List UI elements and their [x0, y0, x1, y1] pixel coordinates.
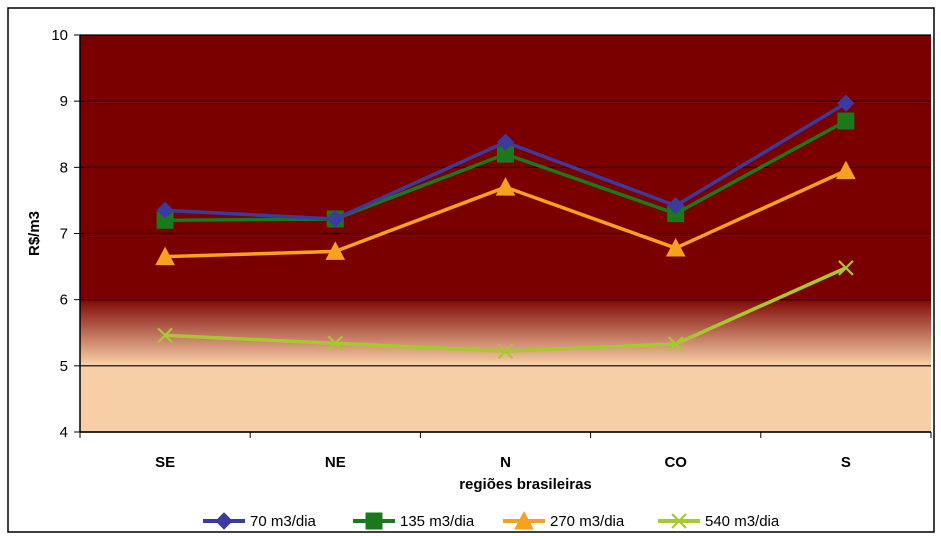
y-axis-title: R$/m3 — [26, 211, 43, 256]
legend-item: 70 m3/dia — [203, 512, 317, 530]
legend-marker — [514, 510, 534, 530]
data-point — [327, 335, 344, 352]
data-point — [326, 210, 345, 228]
x-tick-label: CO — [664, 454, 687, 471]
y-tick-label: 7 — [60, 226, 68, 243]
data-point — [666, 197, 685, 215]
data-point — [838, 260, 854, 276]
data-point — [155, 246, 175, 266]
y-tick-label: 4 — [60, 424, 68, 441]
y-tick-label: 5 — [60, 358, 68, 375]
series-270-m3-dia — [155, 160, 856, 266]
legend-label: 135 m3/dia — [400, 513, 475, 530]
data-point — [837, 112, 855, 130]
y-tick-label: 9 — [60, 93, 68, 110]
legend: 70 m3/dia 135 m3/dia 270 m3/dia 540 m3/dia — [203, 510, 780, 530]
data-point — [836, 160, 856, 180]
legend-item: 270 m3/dia — [503, 510, 625, 530]
y-tick-label: 8 — [60, 159, 68, 176]
y-tick-label: 10 — [51, 27, 68, 44]
legend-item: 135 m3/dia — [353, 512, 475, 530]
legend-marker — [671, 513, 687, 529]
legend-label: 540 m3/dia — [705, 513, 780, 530]
legend-marker — [365, 512, 383, 530]
legend-label: 270 m3/dia — [550, 513, 625, 530]
data-point — [325, 241, 346, 260]
x-tick-label: SE — [155, 454, 175, 471]
legend-label: 70 m3/dia — [250, 513, 317, 530]
x-tick-label: S — [841, 454, 851, 471]
y-tick-label: 6 — [60, 292, 68, 309]
x-tick-label: NE — [325, 454, 346, 471]
data-point — [495, 177, 516, 196]
data-point — [497, 343, 514, 360]
data-point — [496, 133, 515, 151]
x-axis-title: regiões brasileiras — [459, 476, 592, 493]
legend-item: 540 m3/dia — [658, 513, 780, 530]
data-point — [837, 94, 855, 112]
data-point — [156, 201, 174, 220]
data-point — [667, 336, 684, 352]
data-point — [157, 327, 173, 344]
legend-marker — [215, 512, 233, 530]
x-tick-label: N — [500, 454, 511, 471]
series-70-m3-dia — [156, 94, 855, 228]
data-point — [665, 237, 686, 257]
series-540-m3-dia — [157, 260, 854, 360]
